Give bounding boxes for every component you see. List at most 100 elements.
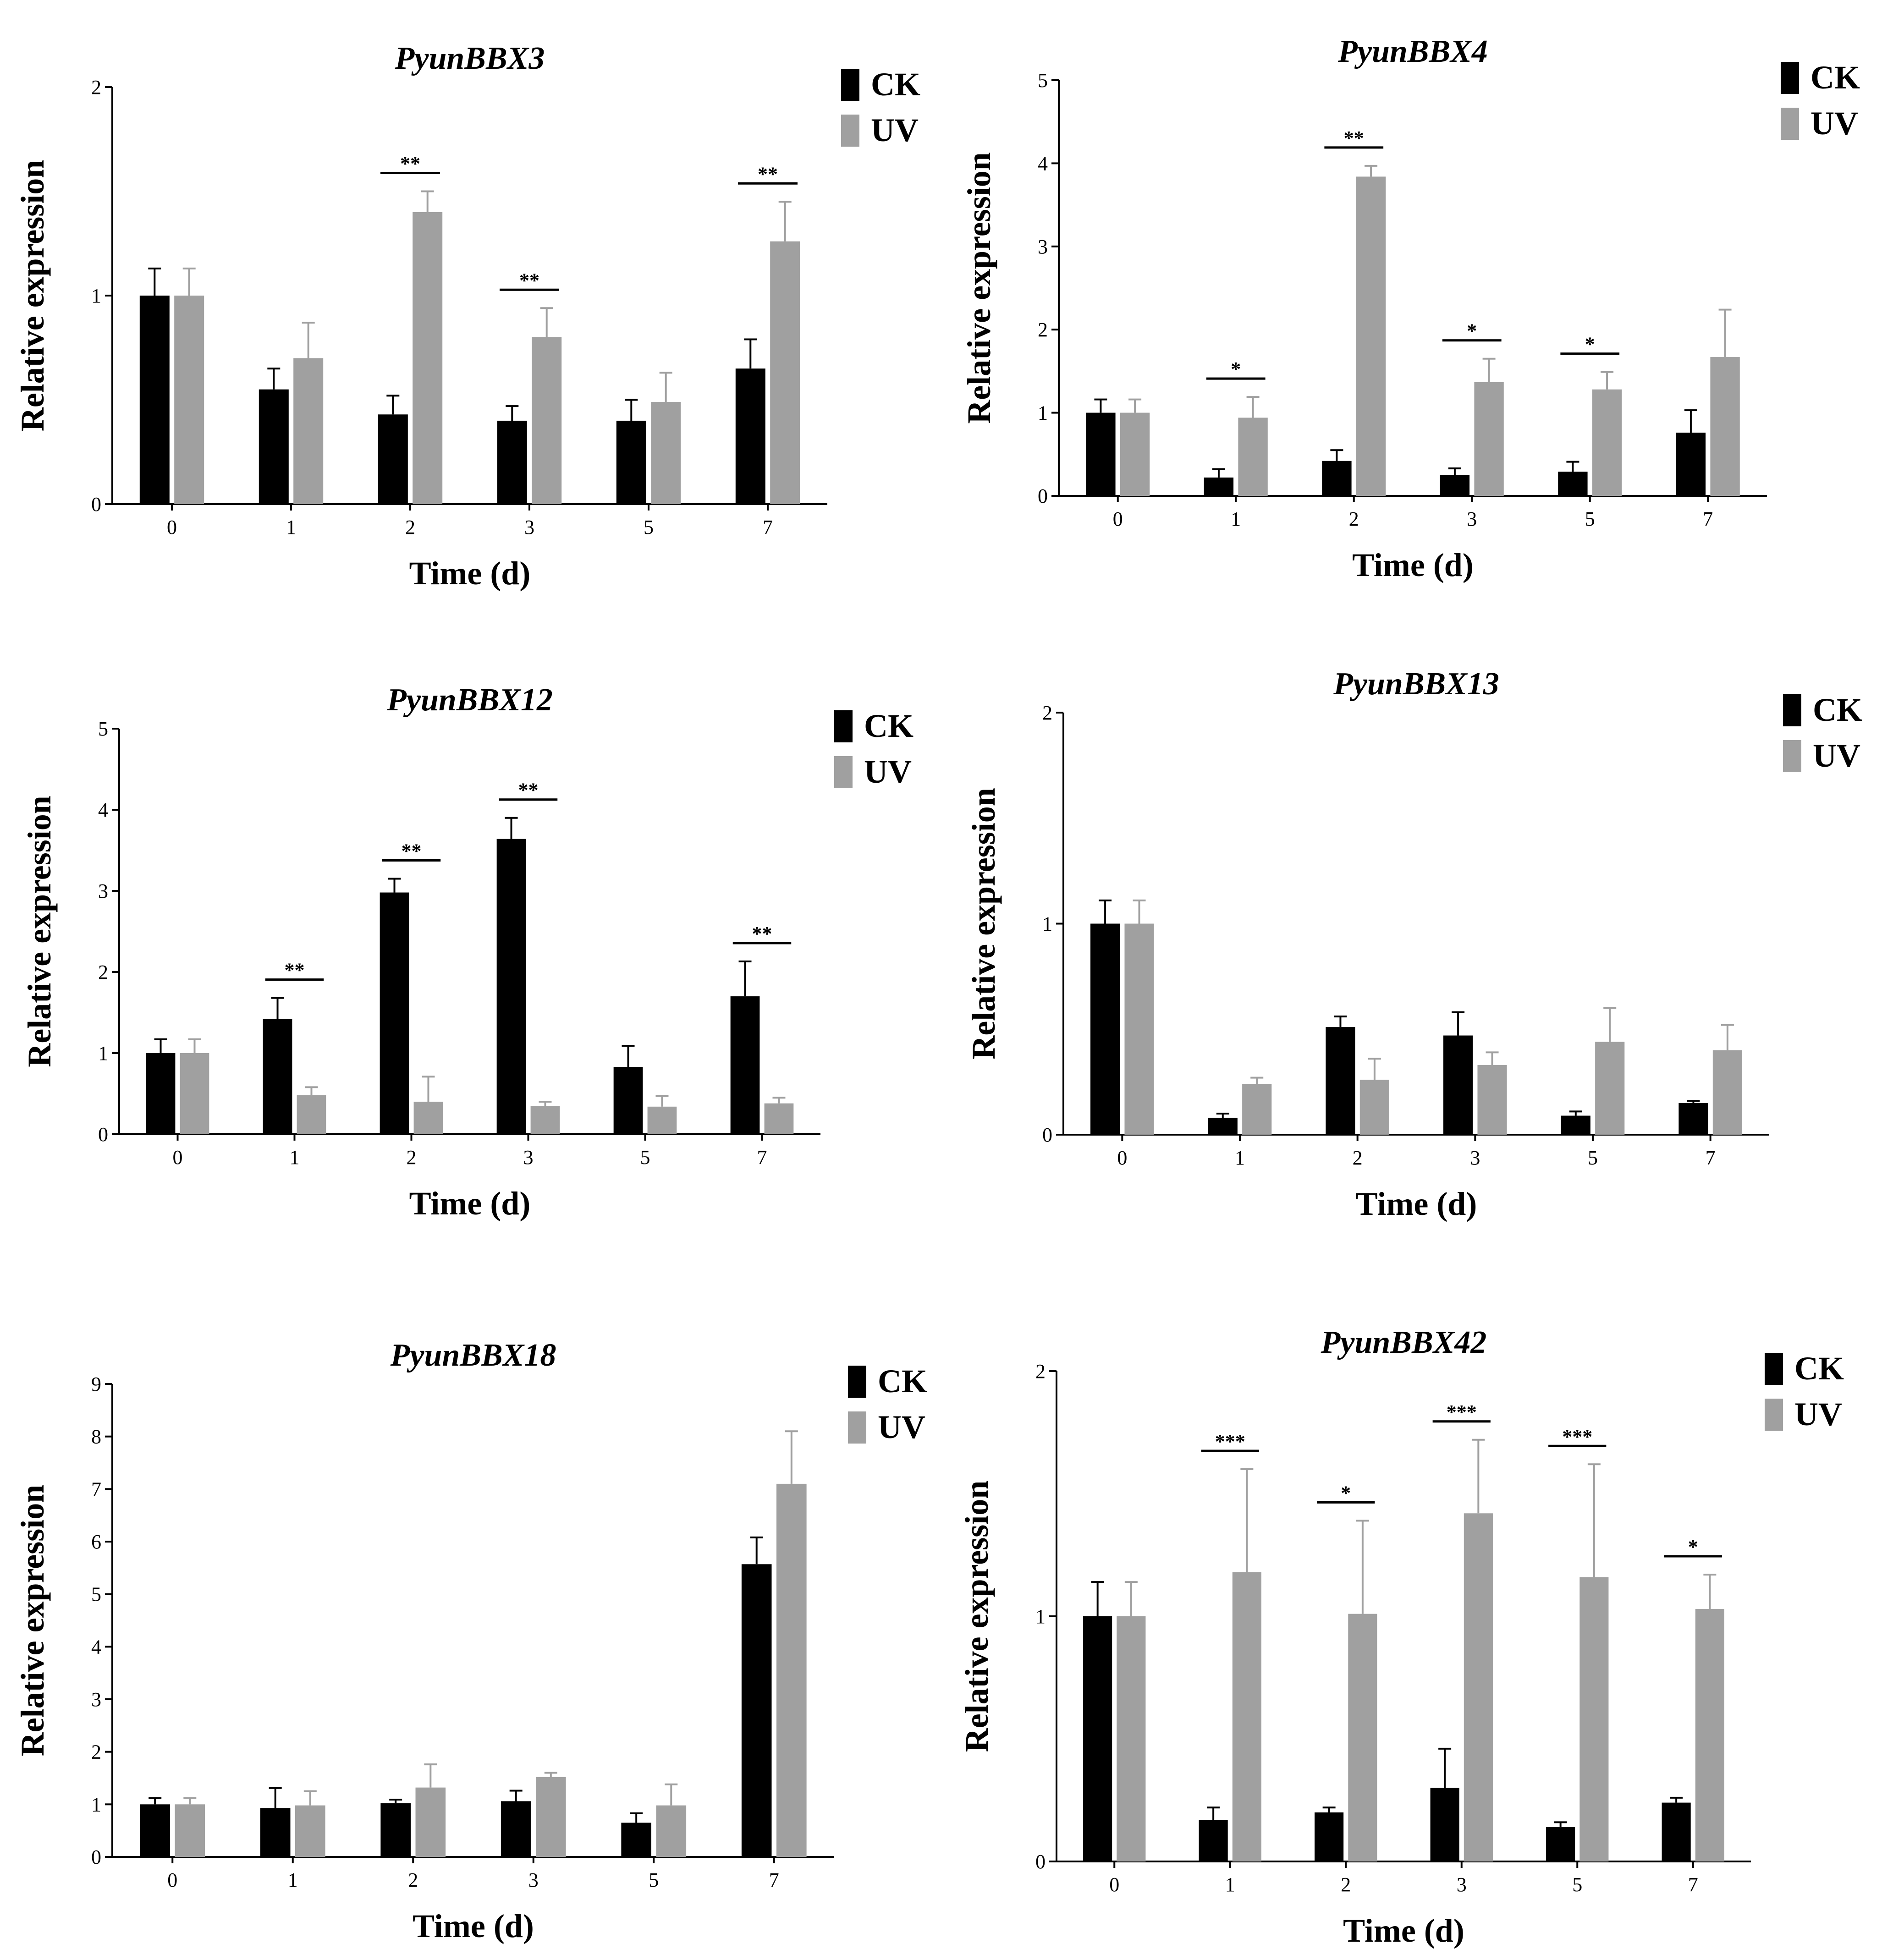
bar-ck [1326,1027,1355,1135]
significance-label: *** [1447,1401,1477,1423]
legend-swatch-ck [848,1366,866,1398]
bar-ck [1662,1802,1691,1861]
chart-title: PyunBBX12 [386,682,553,718]
x-tick-label: 7 [757,1146,767,1169]
x-tick-label: 1 [286,516,296,538]
bar-ck [621,1823,651,1857]
y-axis-title: Relative expression [14,160,51,432]
x-tick-label: 0 [167,516,177,538]
bar-uv [1242,1084,1272,1135]
y-tick-label: 2 [1035,1360,1046,1383]
y-axis-title: Relative expression [965,788,1002,1060]
bar-uv [647,1106,677,1134]
y-axis-title: Relative expression [961,152,997,424]
bar-ck [501,1801,531,1857]
significance-label: ** [1344,127,1364,149]
significance-label: ** [519,269,539,291]
y-tick-label: 3 [1038,236,1048,258]
bar-ck [1561,1115,1590,1135]
y-tick-label: 0 [91,1846,101,1868]
y-tick-label: 0 [91,493,101,516]
bar-ck [613,1067,643,1134]
x-axis-title: Time (d) [409,1185,531,1222]
bar-ck [1208,1118,1238,1135]
bar-uv [764,1103,794,1134]
legend-label-uv: UV [1810,105,1858,142]
chart-panel-pyunbbx18: PyunBBX18 0 1 2 3 4 5 6 7 8 9 0 1 2 3 5 7 Time (d) Relativ… [14,1338,927,1944]
y-tick-label: 2 [91,1741,101,1763]
x-axis-title: Time (d) [413,1908,534,1944]
x-tick-label: 1 [1235,1147,1245,1169]
y-tick-label: 2 [98,961,108,983]
legend-swatch-ck [1781,62,1799,94]
chart-panel-pyunbbx42: PyunBBX42 0 1 2 0 1 2 3 5 7 Time (d) Relative expre… [958,1325,1844,1949]
bar-uv [297,1095,326,1134]
bar-ck [140,1804,170,1857]
x-tick-label: 0 [1113,508,1123,530]
significance-label: ** [518,779,539,802]
bar-ck [1199,1820,1228,1861]
x-tick-label: 5 [644,516,654,538]
x-tick-label: 7 [1703,508,1713,530]
bar-uv [536,1777,566,1857]
y-axis-title: Relative expression [14,1485,51,1757]
y-tick-label: 0 [98,1123,108,1146]
x-tick-label: 5 [1588,1147,1598,1169]
bar-ck [741,1564,772,1857]
y-tick-label: 0 [1042,1124,1052,1146]
bar-uv [1595,1042,1625,1135]
bar-uv [415,1787,446,1857]
chart-title: PyunBBX4 [1337,34,1488,69]
bar-ck [380,1803,411,1857]
legend-swatch-uv [1765,1399,1783,1431]
x-tick-label: 1 [1225,1873,1235,1896]
bar-uv [174,296,204,504]
legend-label-ck: CK [1813,692,1862,728]
y-tick-label: 1 [98,1042,108,1065]
bar-ck [1204,478,1234,496]
y-tick-label: 5 [91,1583,101,1606]
bar-uv [656,1805,687,1857]
bar-ck [730,996,760,1134]
y-tick-label: 9 [91,1373,101,1395]
bar-ck [1430,1788,1459,1861]
y-tick-label: 5 [1038,69,1048,92]
bar-ck [1083,1616,1112,1861]
bar-uv [1712,1050,1742,1135]
x-tick-label: 7 [1706,1147,1716,1169]
y-tick-label: 4 [98,799,108,821]
y-tick-label: 2 [1042,702,1052,724]
x-tick-label: 7 [1688,1873,1698,1896]
x-tick-label: 2 [1341,1873,1351,1896]
y-tick-label: 1 [1038,402,1048,424]
x-tick-label: 1 [288,1869,298,1891]
chart-panel-pyunbbx3: PyunBBX3 0 1 2 0 1 2 3 5 7 Time (d) Relative expres… [14,41,920,592]
x-tick-label: 2 [405,516,415,538]
significance-label: * [1688,1536,1698,1558]
x-tick-label: 2 [407,1146,417,1169]
chart-title: PyunBBX3 [395,41,545,76]
bar-uv [1120,412,1150,496]
bar-ck [735,368,765,504]
x-tick-label: 5 [649,1869,659,1891]
significance-label: ** [402,840,422,862]
x-tick-label: 0 [1117,1147,1127,1169]
x-tick-label: 3 [528,1869,539,1891]
bar-uv [413,1102,443,1134]
bar-uv [1238,417,1268,496]
bar-ck [1090,923,1120,1135]
y-tick-label: 6 [91,1531,101,1553]
bar-ck [1546,1827,1575,1861]
x-tick-label: 0 [167,1869,177,1891]
chart-title: PyunBBX42 [1321,1325,1487,1360]
x-tick-label: 3 [524,516,534,538]
bar-uv [295,1805,325,1857]
bar-uv [1579,1577,1609,1861]
x-tick-label: 1 [1231,508,1241,530]
significance-label: ** [758,163,778,185]
x-tick-label: 0 [173,1146,183,1169]
x-axis-title: Time (d) [1356,1186,1477,1222]
bar-ck [1678,1103,1708,1135]
x-tick-label: 5 [1572,1873,1582,1896]
